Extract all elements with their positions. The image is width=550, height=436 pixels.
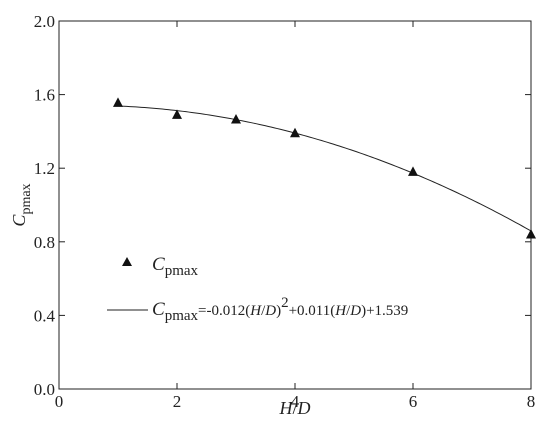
- fit-curve-line: [117, 105, 532, 232]
- data-markers: [113, 97, 536, 239]
- x-tick-label: 2: [173, 392, 182, 411]
- y-axis-ticks: 0.0 0.4 0.8 1.2 1.6 2.0: [34, 12, 531, 399]
- data-point-triangle: [113, 97, 123, 107]
- x-tick-label: 8: [527, 392, 536, 411]
- legend-entry-fit: Cpmax=-0.012(H/D)2+0.011(H/D)+1.539: [152, 295, 408, 324]
- data-point-triangle: [172, 109, 182, 119]
- data-point-triangle: [526, 228, 536, 239]
- legend: Cpmax Cpmax=-0.012(H/D)2+0.011(H/D)+1.53…: [107, 254, 408, 324]
- y-axis-title: Cpmax: [9, 183, 34, 226]
- y-tick-label: 0.8: [34, 233, 55, 252]
- x-tick-label: 4: [291, 392, 300, 411]
- y-tick-label: 0.4: [34, 306, 56, 325]
- y-tick-label: 1.6: [34, 86, 55, 105]
- x-axis-title: H/D: [278, 398, 310, 418]
- legend-triangle-marker: [122, 257, 132, 266]
- legend-entry-markers: Cpmax: [152, 254, 199, 279]
- x-tick-label: 6: [409, 392, 418, 411]
- x-axis-ticks: 0 2 4 6 8: [55, 21, 536, 411]
- data-point-triangle: [231, 113, 241, 124]
- y-tick-label: 1.2: [34, 159, 55, 178]
- plot-area-frame: [58, 20, 532, 390]
- x-tick-label: 0: [55, 392, 64, 411]
- data-point-triangle: [290, 127, 300, 138]
- y-tick-label: 0.0: [34, 380, 55, 399]
- y-tick-label: 2.0: [34, 12, 55, 31]
- data-point-triangle: [408, 166, 418, 176]
